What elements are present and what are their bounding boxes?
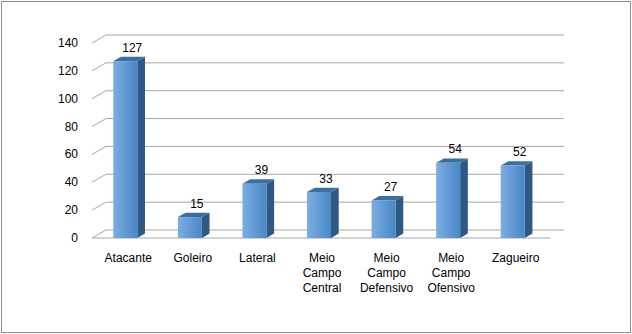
bar — [436, 158, 468, 238]
bar-top — [178, 213, 210, 217]
bar-front — [307, 192, 331, 238]
bar-side — [266, 179, 274, 238]
grid-line — [92, 91, 564, 99]
grid-line — [92, 119, 564, 127]
y-tick-label: 0 — [71, 231, 78, 245]
x-tick-label: Lateral — [239, 251, 276, 265]
y-tick-label: 80 — [65, 120, 79, 134]
y-tick-label: 40 — [65, 175, 79, 189]
bar-top — [372, 196, 404, 200]
grid-line — [92, 146, 564, 154]
bar — [307, 188, 339, 238]
y-tick-label: 100 — [58, 92, 78, 106]
bar — [113, 57, 145, 238]
bar-front — [372, 200, 396, 238]
y-tick-label: 20 — [65, 203, 79, 217]
grid-line — [92, 63, 564, 71]
bar-side — [331, 188, 339, 238]
bar-top — [242, 179, 274, 183]
bar-top — [501, 161, 533, 165]
data-label: 15 — [190, 197, 204, 211]
bar-front — [501, 166, 525, 238]
chart-container: 0 20 40 60 80 100 120 140 127 15 39 33 27 54 52 Atacant… — [0, 0, 632, 334]
y-tick-label: 120 — [58, 64, 78, 78]
y-tick-label: 60 — [65, 147, 79, 161]
data-label: 33 — [319, 172, 333, 186]
y-tick-label: 140 — [58, 36, 78, 50]
chart-svg: 0 20 40 60 80 100 120 140 127 15 39 33 27 54 52 Atacant… — [0, 0, 632, 334]
data-label: 54 — [448, 142, 462, 156]
bars — [113, 57, 532, 238]
x-tick-label: Zagueiro — [492, 251, 540, 265]
bar-front — [113, 61, 137, 238]
x-tick-label: Goleiro — [174, 251, 213, 265]
bar-side — [202, 213, 210, 238]
bar-side — [525, 161, 533, 238]
bar — [372, 196, 404, 238]
bar-side — [460, 158, 468, 238]
data-label: 27 — [384, 180, 398, 194]
x-tick-label: Atacante — [105, 251, 153, 265]
bar-top — [436, 158, 468, 162]
x-tick-label: MeioCampoDefensivo — [360, 251, 414, 295]
data-label: 127 — [122, 41, 142, 55]
data-label: 52 — [513, 145, 527, 159]
data-label: 39 — [255, 163, 269, 177]
x-tick-label: MeioCampoCentral — [303, 251, 342, 295]
bar-side — [137, 57, 145, 238]
bar-top — [113, 57, 145, 61]
frame — [2, 2, 631, 333]
grid — [92, 35, 564, 238]
grid-line — [92, 35, 564, 43]
bar — [501, 161, 533, 238]
bar-front — [178, 217, 202, 238]
bar-front — [436, 163, 460, 238]
bar-front — [242, 184, 266, 238]
bar — [242, 179, 274, 238]
bar-top — [307, 188, 339, 192]
bar — [178, 213, 210, 238]
bar-side — [396, 196, 404, 238]
x-tick-label: MeioCampoOfensivo — [427, 251, 475, 295]
